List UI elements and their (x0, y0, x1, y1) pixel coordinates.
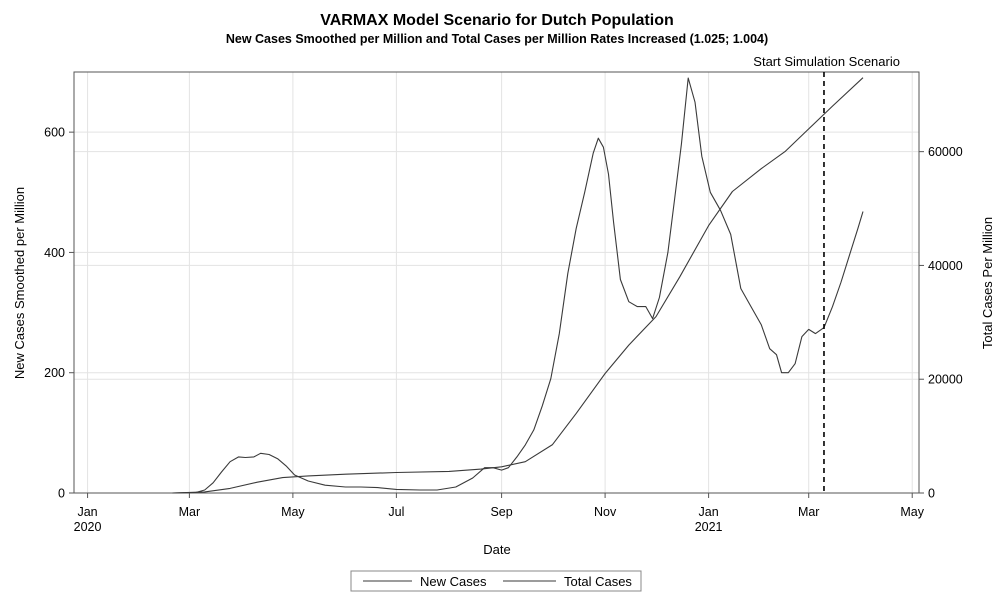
chart-title: VARMAX Model Scenario for Dutch Populati… (320, 12, 674, 29)
series-line-total-cases (172, 77, 864, 494)
legend-label-new-cases: New Cases (420, 574, 487, 589)
y-left-tick-label: 400 (44, 246, 65, 260)
y-left-tick-label: 0 (58, 487, 65, 501)
plot-frame (73, 71, 920, 494)
x-tick-label: May (900, 505, 924, 519)
reference-line-group: Start Simulation Scenario (753, 54, 900, 493)
x-tick-label: Jan (699, 505, 719, 519)
x-tick-label: Sep (490, 505, 512, 519)
grid (74, 72, 919, 494)
y-right-tick-label: 20000 (928, 373, 963, 387)
y-left-tick-label: 600 (44, 126, 65, 140)
x-tick-year-label: 2020 (74, 520, 102, 534)
legend-label-total-cases: Total Cases (564, 574, 632, 589)
y-left-tick-label: 200 (44, 366, 65, 380)
x-axis-label: Date (483, 542, 510, 557)
series (172, 77, 864, 494)
x-tick-label: Nov (594, 505, 617, 519)
chart-subtitle: New Cases Smoothed per Million and Total… (226, 32, 768, 46)
x-tick-label: May (281, 505, 305, 519)
legend: New Cases Total Cases (350, 570, 642, 592)
legend-box (350, 570, 642, 592)
series-line-new-cases (172, 77, 864, 494)
x-tick-label: Mar (179, 505, 201, 519)
y-right-tick-label: 0 (928, 487, 935, 501)
x-tick-year-label: 2021 (695, 520, 723, 534)
x-tick-label: Jan (77, 505, 97, 519)
y-axis-left-label: New Cases Smoothed per Million (12, 187, 27, 379)
y-right-tick-label: 40000 (928, 259, 963, 273)
y-axis-right-label: Total Cases Per Million (980, 217, 995, 349)
x-tick-label: Jul (388, 505, 404, 519)
reference-line-label: Start Simulation Scenario (753, 54, 900, 69)
y-right-tick-label: 60000 (928, 145, 963, 159)
x-tick-label: Mar (798, 505, 820, 519)
